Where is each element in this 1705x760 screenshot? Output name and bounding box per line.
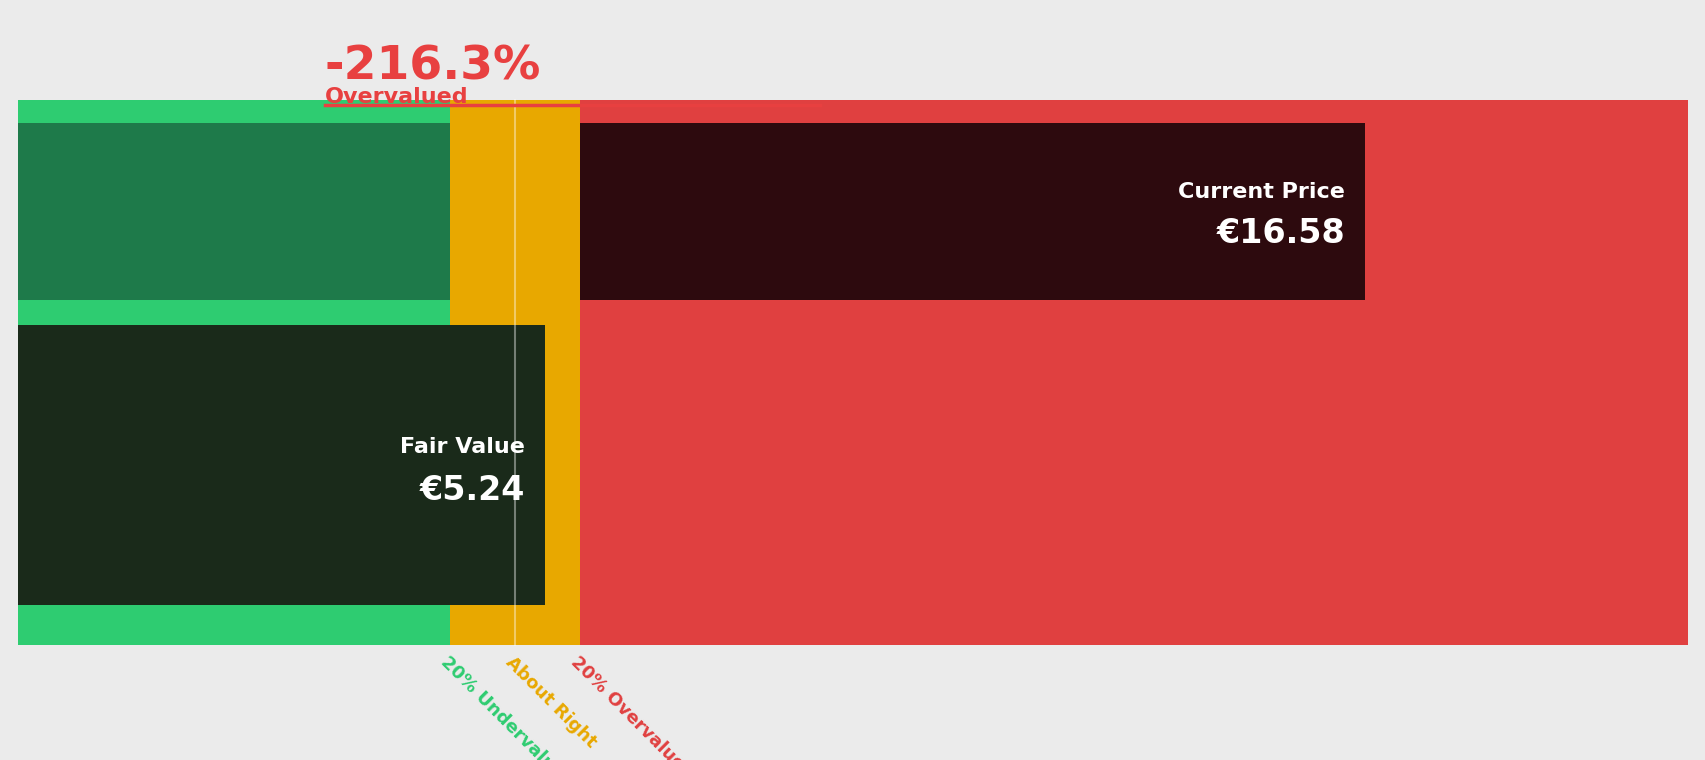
Bar [450, 300, 580, 325]
Text: Overvalued: Overvalued [326, 87, 469, 107]
Bar [580, 300, 1686, 325]
Bar [580, 325, 1686, 605]
Bar [580, 123, 1686, 300]
Text: 20% Undervalued: 20% Undervalued [436, 653, 576, 760]
Bar [580, 123, 1364, 300]
Bar [19, 325, 450, 605]
Text: €5.24: €5.24 [419, 473, 525, 506]
Bar [580, 100, 1686, 123]
Bar [19, 605, 450, 645]
Text: About Right: About Right [501, 653, 600, 751]
Text: Fair Value: Fair Value [401, 437, 525, 457]
Bar [19, 123, 450, 300]
Text: 20% Overvalued: 20% Overvalued [568, 653, 696, 760]
Text: €16.58: €16.58 [1216, 217, 1344, 250]
Text: -216.3%: -216.3% [326, 45, 540, 90]
Bar [450, 100, 580, 123]
Bar [450, 123, 580, 300]
Bar [450, 605, 580, 645]
Bar [19, 300, 450, 325]
Bar [580, 605, 1686, 645]
Text: Current Price: Current Price [1178, 182, 1344, 201]
Bar [19, 325, 544, 605]
Bar [19, 100, 450, 123]
Bar [450, 325, 580, 605]
